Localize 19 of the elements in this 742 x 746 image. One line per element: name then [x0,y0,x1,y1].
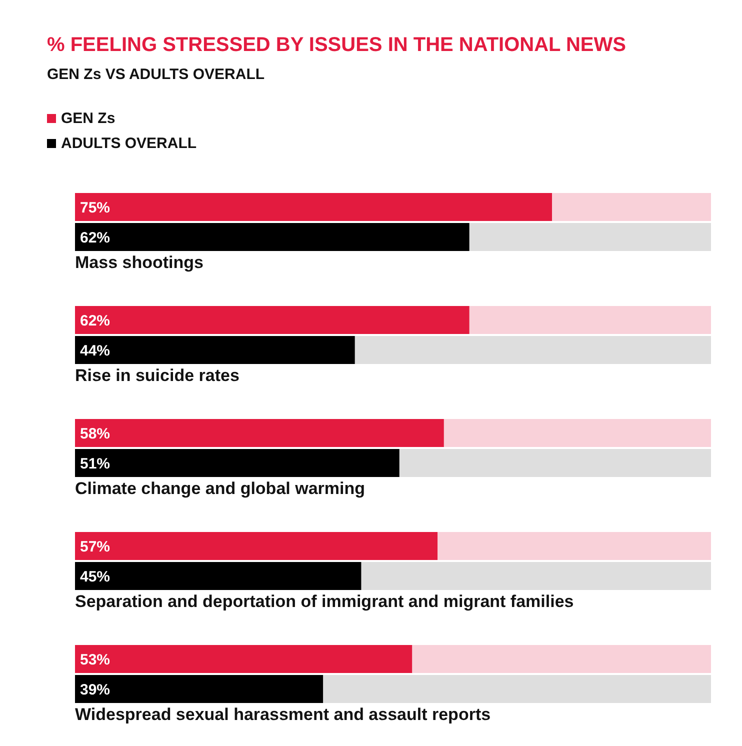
data-label: 57% [80,538,110,556]
data-label: 58% [80,426,110,443]
y-tick-label: Climate change and global warming [75,479,365,498]
data-label: 53% [80,652,110,669]
y-tick-label: Widespread sexual harassment and assault reports [75,705,491,724]
data-label: 62% [80,229,110,246]
y-tick-label: Separation and deportation of immigrant and migrant families [75,592,574,611]
y-tick-label: Rise in suicide rates [75,366,240,385]
data-label: 39% [80,681,110,698]
data-label: 75% [80,200,110,217]
chart-title: % FEELING STRESSED BY ISSUES IN THE NATIONAL NEWS [47,34,626,56]
legend-label: ADULTS OVERALL [61,135,197,152]
legend-label: GEN Zs [61,110,116,127]
data-label: 45% [80,568,110,586]
data-label: 44% [80,342,110,360]
data-label: 62% [80,312,110,330]
chart-subtitle: GEN Zs VS ADULTS OVERALL [47,66,265,83]
data-label: 51% [80,455,110,472]
y-tick-label: Mass shootings [75,253,204,272]
